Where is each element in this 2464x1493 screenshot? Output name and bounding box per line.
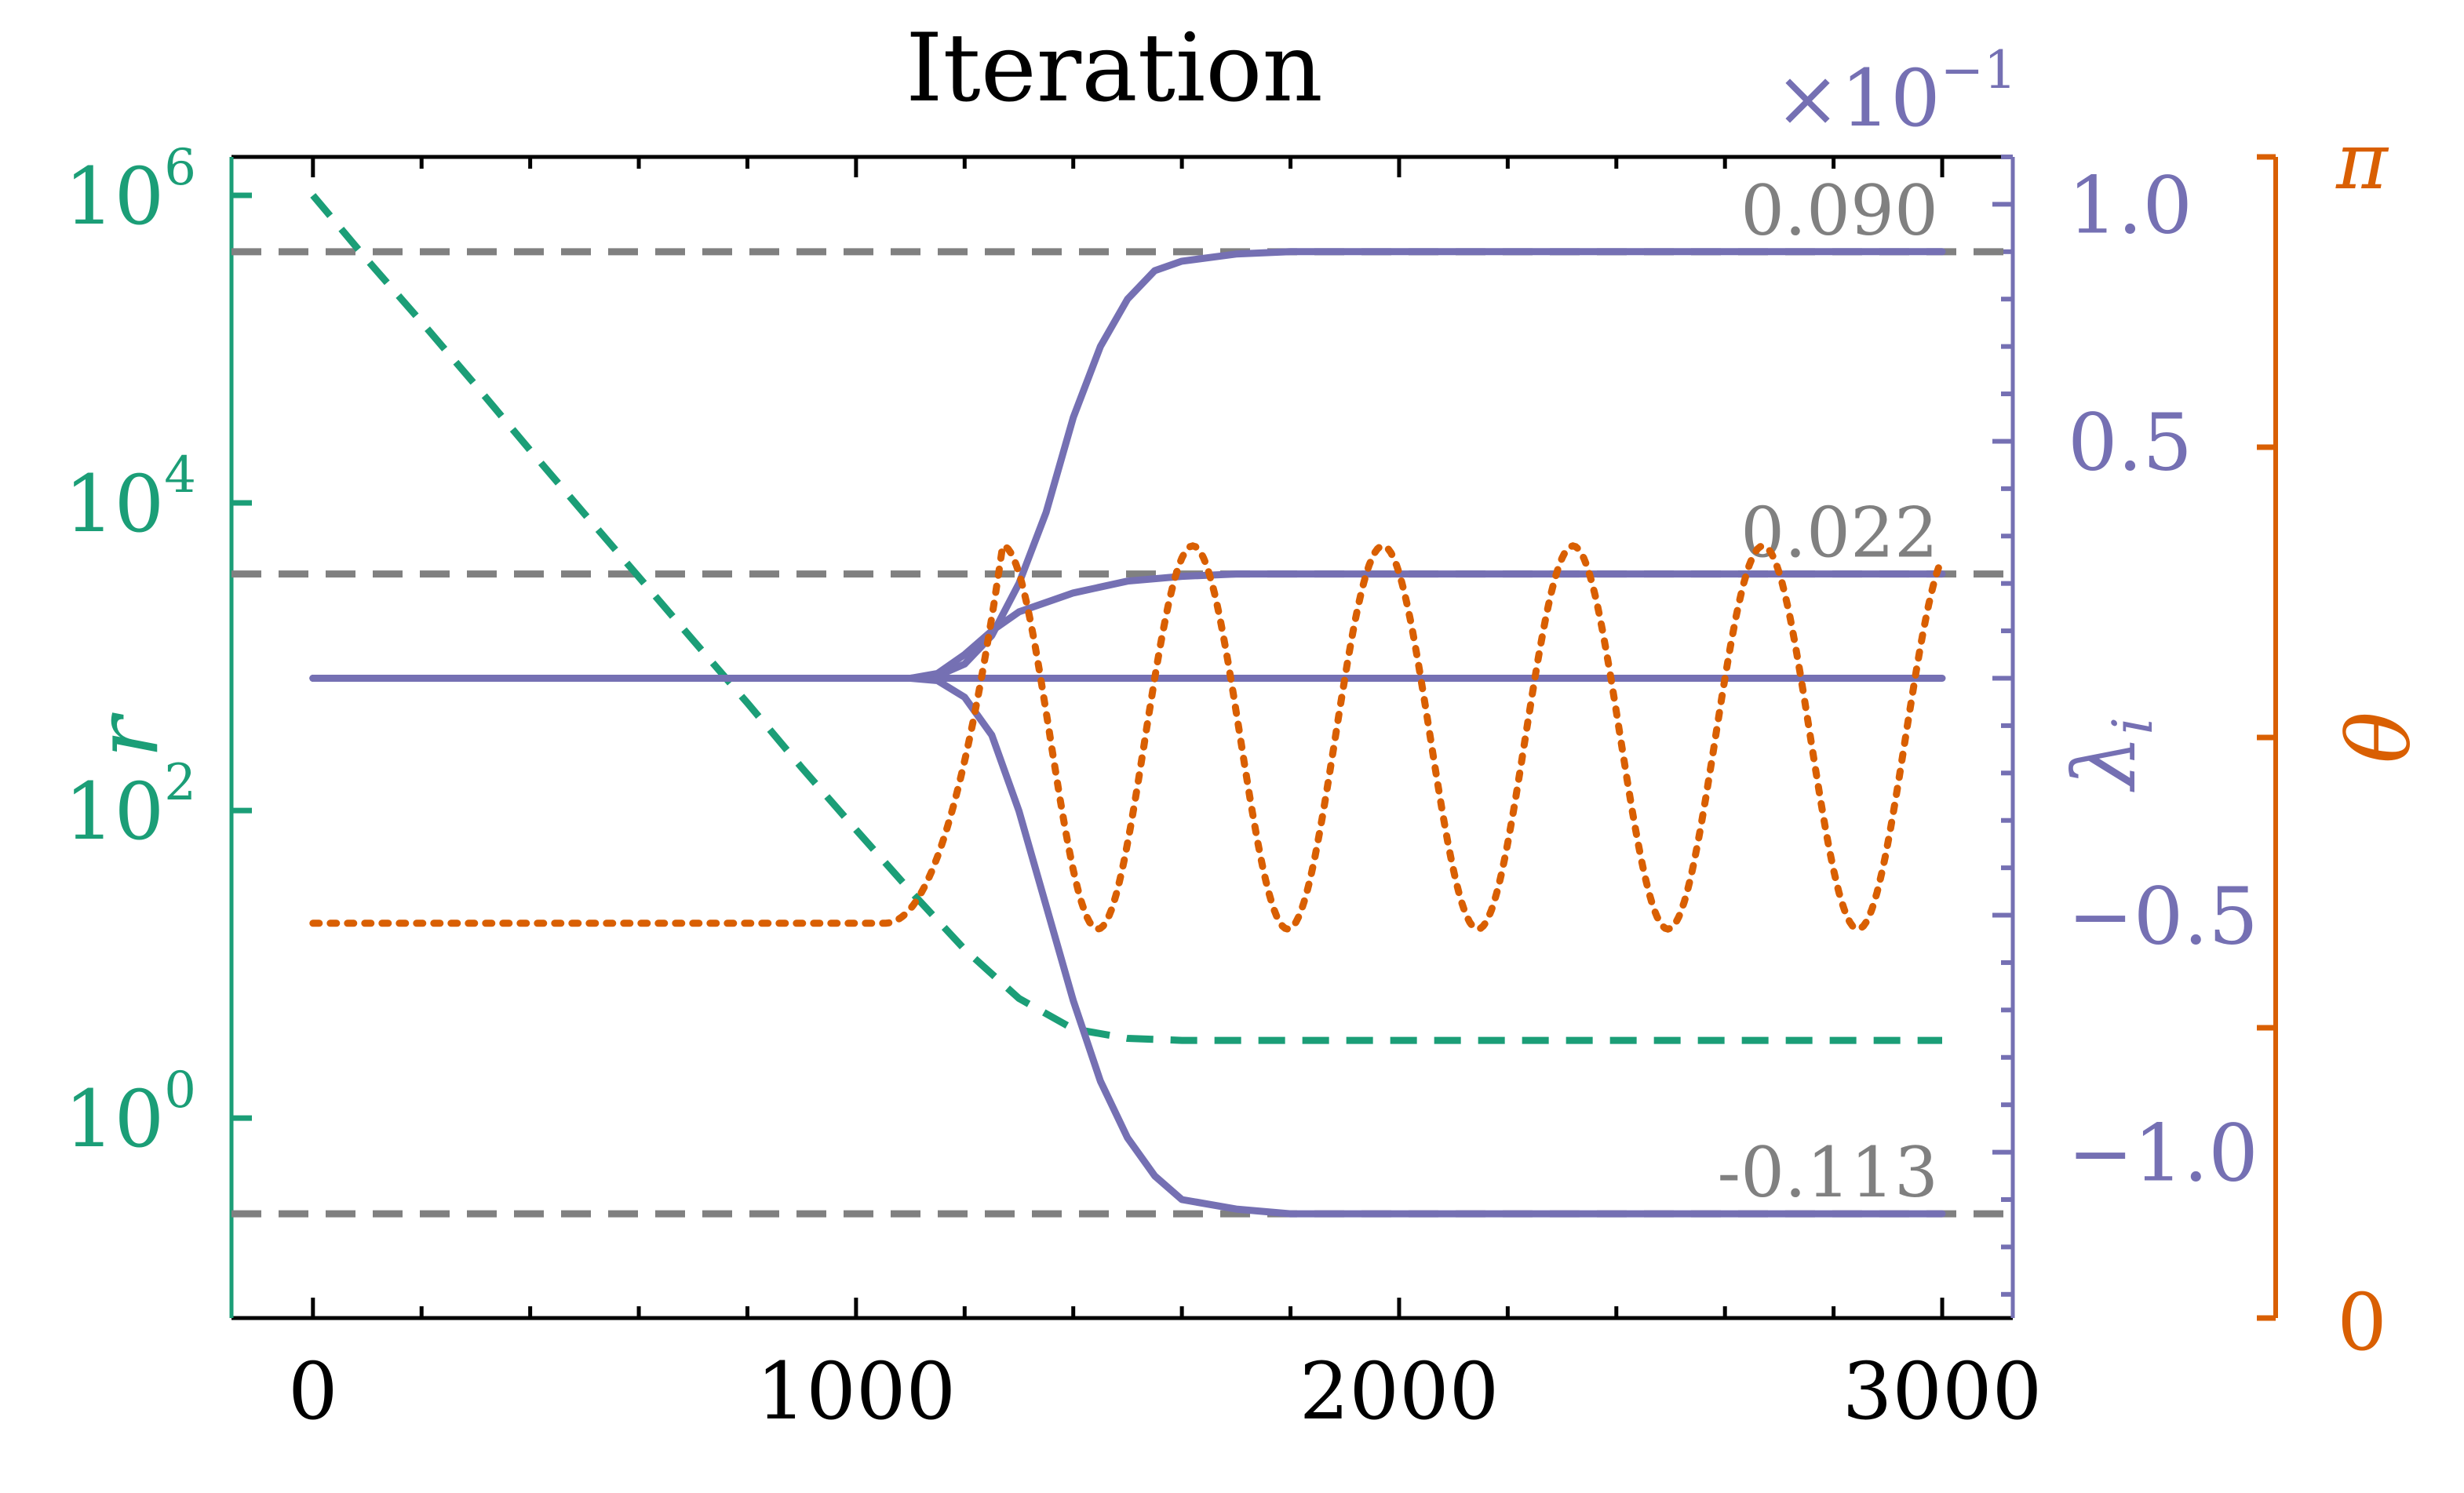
series-r (310, 193, 1942, 1044)
theta-axis-label: θ (2329, 712, 2429, 763)
x-tick-label: 2000 (1299, 1346, 1500, 1437)
y-right-tick-label: −0.5 (2068, 871, 2258, 963)
reference-line-label: 0.090 (1740, 170, 1938, 251)
y-right-tick-label: −1.0 (2068, 1108, 2258, 1200)
plot-area: 0 1000 2000 3000 100 102 104 106 r −1.0 −0.5 0.5 1.0… (64, 40, 2429, 1437)
theta-tick-label: 0 (2337, 1276, 2387, 1368)
series-lambda-2 (309, 570, 1946, 682)
series-lambda-4 (309, 675, 1946, 1218)
chart-title: Iteration (906, 14, 1323, 123)
y-right-multiplier: ×10−1 (1775, 40, 2017, 144)
reference-line-label: 0.022 (1740, 493, 1938, 574)
series-theta (309, 541, 1946, 933)
series-lambda-1 (309, 248, 1946, 682)
y-left-tick-label: 100 (64, 1061, 196, 1165)
y-left-label: r (77, 712, 177, 758)
x-tick-label: 0 (288, 1346, 338, 1437)
x-tick-label: 3000 (1843, 1346, 2043, 1437)
y-right-lambda-label: λi (2054, 717, 2165, 792)
y-left-tick-label: 104 (64, 446, 196, 550)
theta-tick-label: π (2335, 115, 2389, 207)
y-right-tick-label: 1.0 (2068, 159, 2192, 251)
y-left-tick-label: 102 (64, 754, 196, 858)
y-right-tick-label: 0.5 (2068, 396, 2192, 488)
reference-line-label: -0.113 (1717, 1132, 1938, 1213)
y-left-tick-label: 106 (64, 139, 196, 242)
x-tick-label: 1000 (756, 1346, 957, 1437)
